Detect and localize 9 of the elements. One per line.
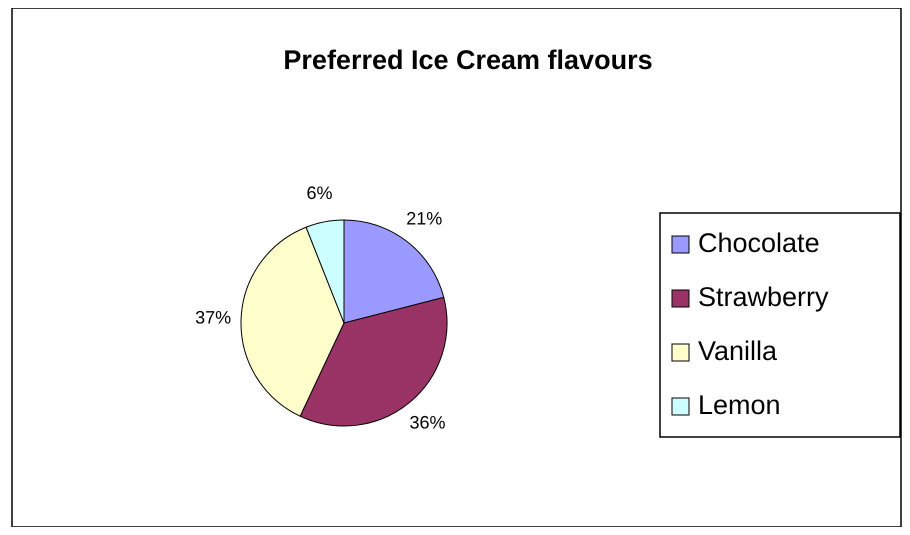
- data-label: 21%: [406, 208, 442, 228]
- data-label: 36%: [409, 412, 446, 433]
- data-label: 37%: [195, 308, 232, 328]
- legend-label: Chocolate: [698, 228, 820, 258]
- legend-label: Lemon: [698, 390, 781, 420]
- data-label: 6%: [306, 183, 332, 204]
- legend-label: Strawberry: [698, 282, 830, 312]
- legend-label: Vanilla: [698, 336, 778, 366]
- chart-title: Preferred Ice Cream flavours: [283, 45, 653, 75]
